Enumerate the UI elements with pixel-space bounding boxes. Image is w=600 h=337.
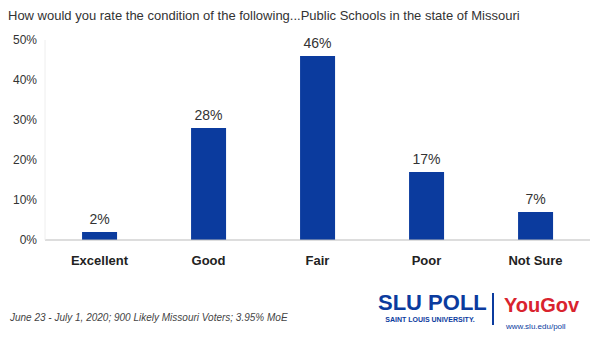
html-text:SAINT LOUIS UNIVERSITY.: SAINT LOUIS UNIVERSITY. bbox=[385, 316, 475, 323]
svg-text:2%: 2% bbox=[89, 211, 109, 227]
svg-text:Fair: Fair bbox=[306, 253, 330, 268]
svg-text:46%: 46% bbox=[304, 35, 332, 51]
html-text:YouGov: YouGov bbox=[504, 294, 580, 316]
svg-text:10%: 10% bbox=[13, 193, 37, 207]
html-text:How would you rate the conditi: How would you rate the condition of the … bbox=[8, 8, 520, 23]
svg-text:40%: 40% bbox=[13, 73, 37, 87]
svg-text:0%: 0% bbox=[20, 233, 38, 247]
html-text:SLU POLL: SLU POLL bbox=[378, 290, 487, 315]
svg-text:Poor: Poor bbox=[412, 253, 442, 268]
svg-text:7%: 7% bbox=[525, 191, 545, 207]
svg-text:Not Sure: Not Sure bbox=[508, 253, 562, 268]
html-text:June 23 - July 1, 2020; 900 Li: June 23 - July 1, 2020; 900 Likely Misso… bbox=[10, 312, 288, 323]
svg-text:50%: 50% bbox=[13, 33, 37, 47]
svg-text:17%: 17% bbox=[413, 151, 441, 167]
svg-text:20%: 20% bbox=[13, 153, 37, 167]
svg-text:28%: 28% bbox=[195, 107, 223, 123]
svg-text:Excellent: Excellent bbox=[71, 253, 129, 268]
svg-text:Good: Good bbox=[192, 253, 226, 268]
svg-text:30%: 30% bbox=[13, 113, 37, 127]
html-text:www.slu.edu/poll: www.slu.edu/poll bbox=[506, 322, 566, 331]
